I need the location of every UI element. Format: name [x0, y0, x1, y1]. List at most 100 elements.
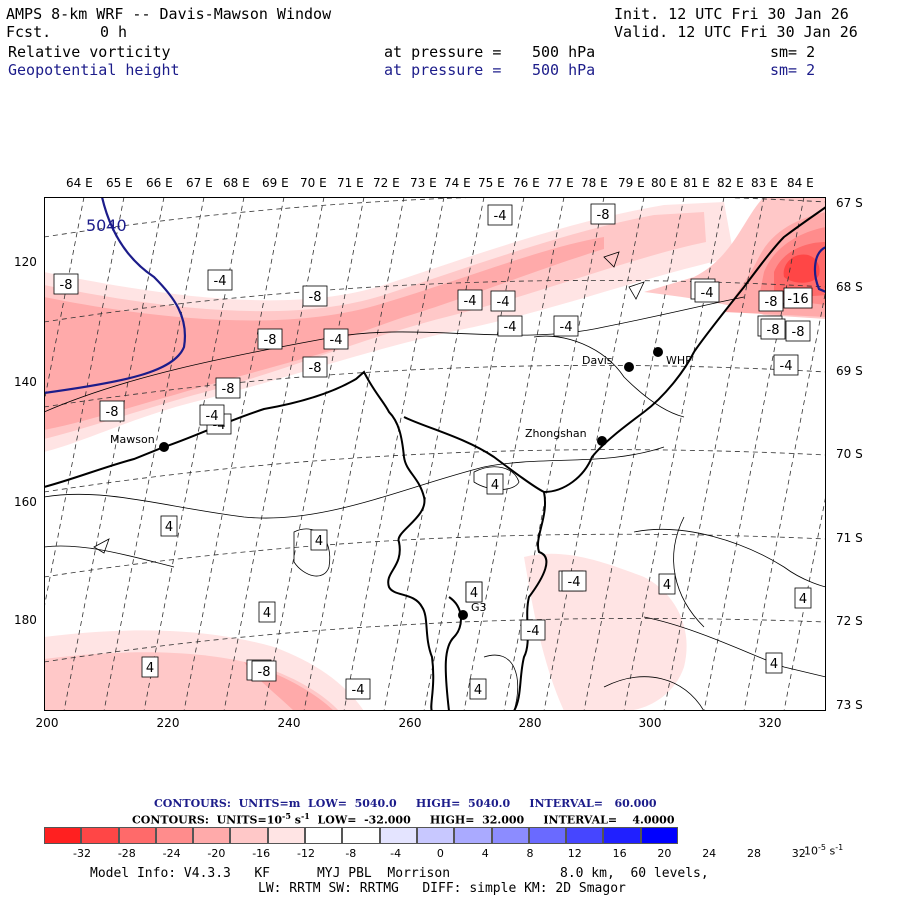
height-contour-5040	[44, 197, 187, 395]
colorbar-label: 28	[747, 847, 761, 860]
contour-value-text: -8	[792, 325, 805, 340]
units-text: UNITS=10	[216, 813, 283, 827]
field-2-name: Geopotential height	[8, 61, 180, 79]
high-text: HIGH= 5040.0	[415, 797, 511, 810]
contour-value-label: 4	[469, 678, 487, 700]
contour-value-label: 4	[765, 652, 783, 674]
contour-value-label: -4	[323, 328, 349, 350]
contour-value-label: 4	[465, 581, 483, 603]
colorbar-swatch	[566, 827, 604, 844]
colorbar-label: -32	[73, 847, 91, 860]
colorbar-label: 12	[567, 847, 582, 860]
contour-value-label: 4	[794, 587, 812, 609]
colorbar-swatch	[528, 827, 567, 844]
model-info-resolution: 8.0 km, 60 levels,	[560, 866, 709, 881]
station-dot-whp	[653, 347, 663, 357]
station-label-davis: Davis	[582, 354, 613, 367]
y-tick-label: 160	[14, 495, 37, 509]
contour-value-label: -4	[207, 269, 233, 291]
colorbar-label: 4	[481, 847, 489, 860]
contour-value-label: -4	[773, 354, 799, 376]
contour-value-text: -8	[767, 323, 780, 338]
contour-value-label: -4	[520, 619, 546, 641]
contour-value-text: -4	[497, 295, 510, 310]
contour-value-label: -8	[760, 318, 786, 340]
height-contour-info: CONTOURS: UNITS=m LOW= 5040.0 HIGH= 5040…	[154, 797, 657, 810]
contour-value-text: -4	[780, 359, 793, 374]
colorbar-label: -16	[252, 847, 271, 860]
lat-label: 69 S	[836, 364, 863, 378]
init-time: Init. 12 UTC Fri 30 Jan 26	[614, 5, 849, 23]
contour-value-label: 4	[658, 573, 676, 595]
model-info-line2: LW: RRTM SW: RRTMG DIFF: simple KM: 2D S…	[258, 881, 626, 896]
y-tick-label: 140	[14, 375, 37, 389]
colorbar-swatch	[491, 827, 529, 844]
contour-value-label: -8	[302, 356, 328, 378]
lat-label: 73 S	[836, 698, 863, 712]
lat-label: 68 S	[836, 280, 863, 294]
colorbar-swatch	[155, 827, 194, 844]
contour-value-label: -8	[758, 290, 784, 312]
vorticity-contour-info: CONTOURS: UNITS=10-5 s-1 LOW= -32.000 HI…	[132, 811, 674, 827]
map-frame	[44, 197, 826, 711]
contour-value-label: -4	[553, 315, 579, 337]
colorbar-swatch	[640, 827, 679, 844]
colorbar-swatch	[44, 827, 82, 844]
x-tick-label: 280	[518, 716, 542, 730]
contour-value-label: -8	[785, 320, 811, 342]
colorbar-label: 32	[791, 847, 806, 860]
field-2-level-label: at pressure =	[384, 61, 502, 79]
y-tick-label: 180	[14, 613, 37, 627]
lon-label: 74 E	[444, 176, 471, 190]
station-dot-g3	[458, 610, 468, 620]
field-2-level: 500 hPa	[532, 61, 596, 79]
colorbar-unit-tail: s	[829, 844, 836, 858]
colorbar-swatch	[416, 827, 455, 844]
vorticity-se-band	[524, 553, 687, 711]
lon-label: 70 E	[300, 176, 327, 190]
contour-value-label: -4	[561, 570, 587, 592]
lon-label: 71 E	[337, 176, 364, 190]
contours-label: CONTOURS:	[132, 813, 209, 827]
contour-value-text: -16	[787, 292, 808, 307]
colorbar	[44, 827, 679, 844]
colorbar-swatch	[230, 827, 268, 844]
contour-value-text: -4	[464, 294, 477, 309]
interval-text: INTERVAL= 60.000	[529, 797, 657, 810]
y-tick-label: 120	[14, 255, 37, 269]
lat-label: 70 S	[836, 447, 863, 461]
colorbar-label: 20	[657, 847, 672, 860]
station-label-mawson: Mawson	[110, 433, 155, 446]
vorticity-sw-mid	[44, 652, 339, 711]
contour-value-label: -8	[590, 203, 616, 225]
lon-label: 69 E	[262, 176, 289, 190]
contour-value-text: 4	[165, 520, 173, 535]
contour-value-text: -4	[494, 209, 507, 224]
graticule	[44, 197, 826, 711]
colorbar-label: 8	[526, 847, 534, 860]
contour-value-label: 4	[258, 601, 276, 623]
units-tail: s	[294, 813, 301, 827]
colorbar-swatch	[118, 827, 156, 844]
model-info-line1: Model Info: V4.3.3 KF MYJ PBL Morrison	[90, 866, 451, 881]
units-text: UNITS=m	[238, 797, 301, 810]
contour-value-text: -8	[222, 382, 235, 397]
colorbar-swatch	[267, 827, 306, 844]
station-label-whp: WHP	[666, 354, 692, 367]
height-contour-label: 5040	[86, 216, 127, 235]
colorbar-label: 24	[702, 847, 717, 860]
x-tick-label: 320	[758, 716, 782, 730]
contour-value-text: 4	[263, 606, 271, 621]
valid-time: Valid. 12 UTC Fri 30 Jan 26	[614, 23, 858, 41]
colorbar-swatch	[305, 827, 343, 844]
lon-label: 66 E	[146, 176, 173, 190]
colorbar-label: -20	[207, 847, 226, 860]
lon-label: 68 E	[223, 176, 250, 190]
contour-value-text: -4	[701, 286, 714, 301]
lon-label: 64 E	[66, 176, 93, 190]
low-text: LOW= -32.000	[317, 813, 411, 827]
contour-value-label: -4	[490, 290, 516, 312]
lon-label: 67 E	[186, 176, 213, 190]
contour-value-text: 4	[315, 534, 323, 549]
field-1-name: Relative vorticity	[8, 43, 171, 61]
